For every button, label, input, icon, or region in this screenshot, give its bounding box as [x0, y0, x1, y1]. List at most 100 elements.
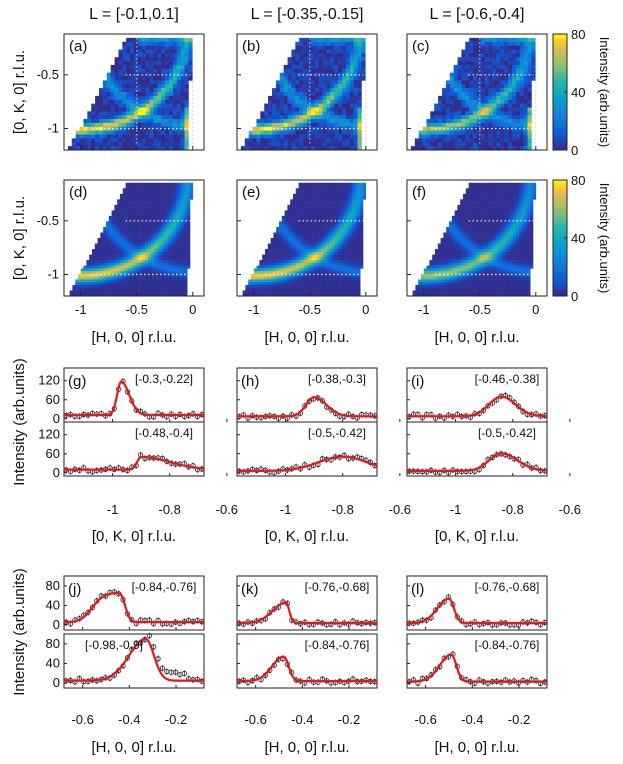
map-pixel [326, 80, 331, 85]
map-pixel [322, 122, 327, 128]
map-pixel [418, 279, 422, 283]
map-pixel [167, 215, 171, 219]
map-pixel [150, 204, 154, 208]
map-pixel [484, 76, 489, 81]
map-pixel [342, 134, 347, 139]
map-pixel [492, 72, 497, 77]
map-pixel [335, 265, 339, 269]
map-pixel [167, 204, 171, 208]
map-pixel [318, 210, 322, 214]
map-pixel [248, 142, 253, 147]
map-pixel [437, 262, 441, 266]
map-pixel [301, 182, 305, 186]
map-pixel [321, 238, 325, 242]
map-pixel [169, 103, 174, 108]
map-pixel [351, 191, 355, 195]
map-pixel [170, 257, 174, 261]
map-pixel [137, 138, 143, 143]
map-pixel [301, 232, 305, 236]
map-pixel [290, 204, 294, 208]
map-pixel [357, 185, 361, 189]
map-pixel [304, 182, 308, 186]
map-pixel [176, 188, 180, 192]
map-pixel [142, 207, 146, 211]
map-pixel [360, 199, 364, 203]
map-pixel [322, 126, 327, 131]
map-pixel [91, 122, 96, 128]
map-pixel [351, 243, 355, 247]
map-pixel [87, 119, 92, 124]
map-pixel [120, 293, 124, 297]
map-pixel [298, 251, 302, 255]
map-pixel [332, 188, 336, 192]
map-pixel [134, 243, 138, 247]
map-pixel [162, 226, 166, 231]
map-pixel [156, 257, 160, 261]
map-pixel [349, 221, 353, 225]
map-pixel [469, 84, 474, 89]
map-pixel [167, 238, 171, 242]
map-pixel [345, 37, 351, 43]
map-pixel [340, 232, 344, 236]
map-pixel [128, 279, 132, 283]
map-pixel [284, 271, 288, 275]
map-pixel [488, 126, 493, 131]
map-pixel [307, 68, 312, 73]
map-pixel [99, 88, 104, 93]
map-pixel [443, 246, 447, 250]
map-pixel [95, 134, 100, 139]
map-pixel [136, 196, 140, 200]
map-pixel [99, 142, 104, 147]
map-pixel [318, 68, 323, 73]
map-pixel [265, 251, 269, 255]
map-pixel [500, 64, 505, 70]
map-pixel [120, 232, 124, 236]
map-pixel [281, 282, 285, 286]
map-pixel [164, 238, 168, 242]
map-pixel [349, 57, 354, 62]
map-pixel [91, 107, 96, 112]
map-pixel [351, 218, 355, 222]
map-pixel [519, 95, 524, 101]
map-pixel [315, 226, 319, 231]
map-pixel [338, 72, 343, 77]
map-pixel [360, 232, 364, 236]
map-pixel [156, 279, 160, 283]
map-pixel [184, 185, 188, 189]
map-pixel [110, 103, 115, 108]
map-pixel [429, 265, 433, 269]
map-pixel [256, 271, 260, 275]
map-pixel [309, 265, 313, 269]
map-pixel [122, 210, 126, 214]
map-pixel [318, 204, 322, 208]
map-pixel [145, 126, 150, 131]
map-pixel [298, 265, 302, 269]
map-pixel [334, 37, 339, 43]
map-pixel [346, 240, 350, 244]
map-pixel [71, 142, 76, 147]
map-pixel [126, 84, 131, 89]
map-pixel [357, 191, 361, 195]
map-pixel [141, 80, 146, 85]
map-pixel [500, 84, 505, 89]
map-pixel [488, 99, 493, 104]
map-pixel [134, 68, 139, 73]
map-pixel [434, 107, 439, 112]
map-pixel [326, 126, 331, 131]
map-pixel [340, 254, 344, 258]
map-pixel [338, 146, 343, 151]
map-pixel [120, 207, 124, 211]
map-pixel [156, 193, 160, 197]
map-pixel [304, 243, 308, 247]
map-pixel [437, 271, 441, 275]
map-pixel [293, 226, 297, 231]
map-pixel [283, 115, 288, 120]
map-pixel [184, 188, 188, 192]
map-pixel [318, 232, 322, 236]
map-pixel [329, 210, 333, 214]
map-pixel [178, 243, 182, 247]
map-pixel [156, 210, 160, 214]
map-pixel [307, 138, 312, 143]
map-pixel [357, 265, 361, 269]
map-pixel [318, 271, 322, 275]
